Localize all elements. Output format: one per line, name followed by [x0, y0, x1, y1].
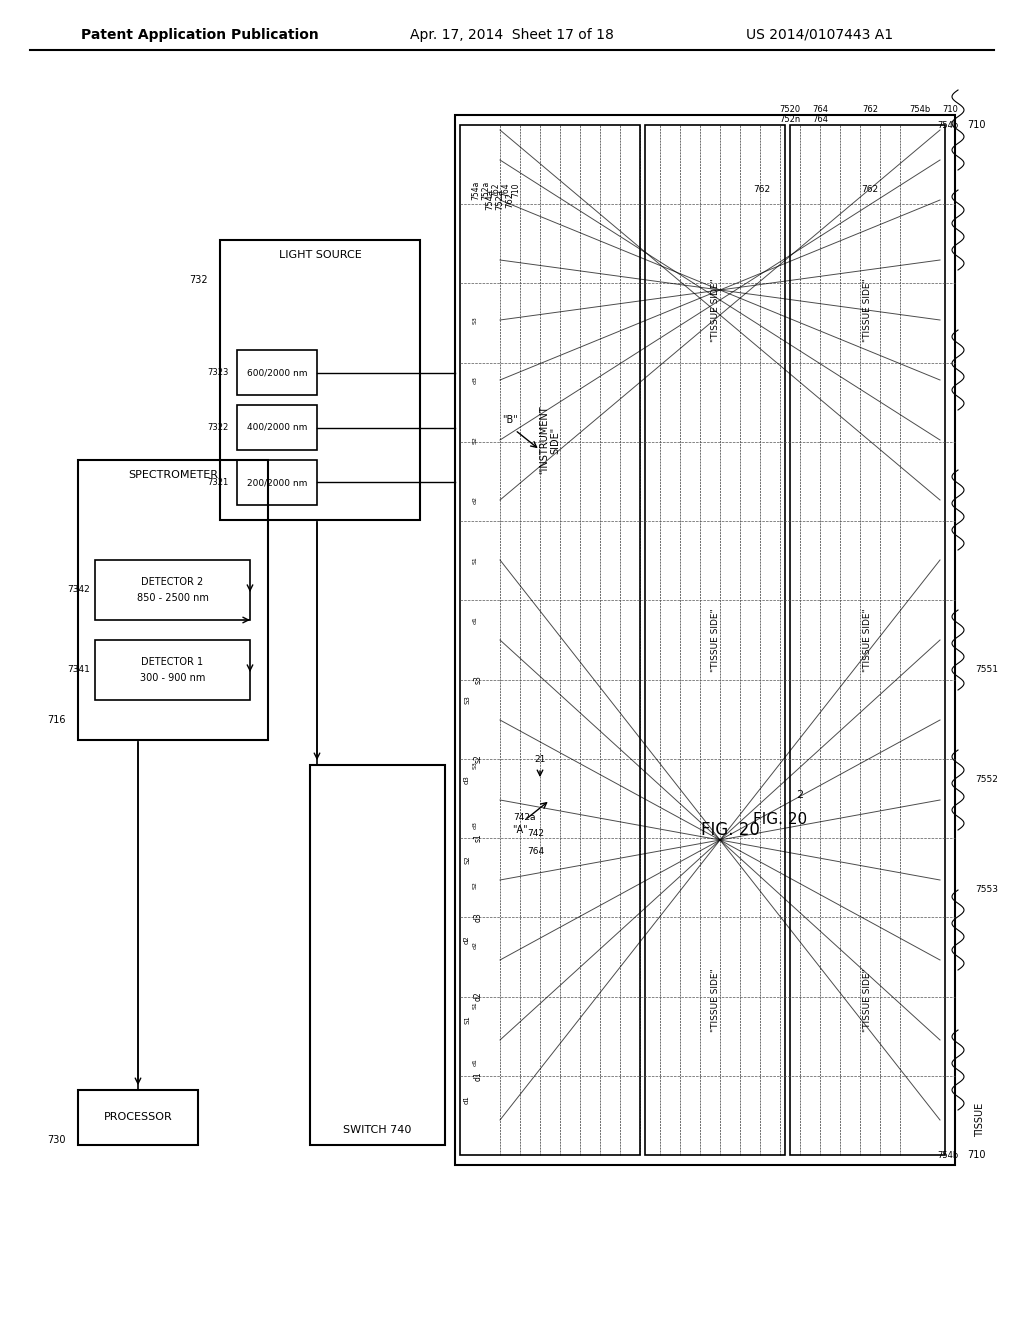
Text: d1: d1 [472, 616, 477, 624]
Text: 730: 730 [47, 1135, 66, 1144]
Text: "TISSUE SIDE": "TISSUE SIDE" [863, 609, 872, 672]
Text: 754b: 754b [909, 106, 931, 115]
Text: 7322: 7322 [208, 422, 229, 432]
Text: 752n: 752n [779, 116, 801, 124]
Text: S1: S1 [472, 556, 477, 564]
Text: d2: d2 [473, 991, 482, 1002]
Text: 764: 764 [812, 116, 828, 124]
Text: s1: s1 [473, 834, 482, 842]
Text: 762: 762 [492, 182, 501, 197]
Text: 762: 762 [506, 191, 514, 209]
Text: s2: s2 [473, 755, 482, 763]
Text: d2: d2 [472, 496, 477, 504]
Text: d1: d1 [472, 1059, 477, 1067]
Text: 732: 732 [189, 275, 208, 285]
Text: "TISSUE SIDE": "TISSUE SIDE" [711, 279, 720, 342]
Text: 752a: 752a [481, 181, 490, 199]
Text: s3: s3 [473, 675, 482, 684]
Text: d3: d3 [472, 821, 477, 829]
Text: 710: 710 [967, 120, 985, 129]
Text: 7321: 7321 [208, 478, 229, 487]
Text: Patent Application Publication: Patent Application Publication [81, 28, 318, 42]
Text: d1: d1 [473, 1071, 482, 1081]
Text: 762: 762 [861, 186, 879, 194]
Text: SPECTROMETER: SPECTROMETER [128, 470, 218, 480]
Text: PROCESSOR: PROCESSOR [103, 1113, 172, 1122]
Text: S2: S2 [472, 880, 477, 888]
Text: 754b: 754b [937, 1151, 958, 1159]
Text: US 2014/0107443 A1: US 2014/0107443 A1 [746, 28, 894, 42]
Text: LIGHT SOURCE: LIGHT SOURCE [279, 249, 361, 260]
Text: DETECTOR 1: DETECTOR 1 [141, 657, 204, 667]
Text: 7323: 7323 [208, 368, 229, 378]
Text: "TISSUE SIDE": "TISSUE SIDE" [711, 969, 720, 1032]
Text: d2: d2 [464, 936, 470, 944]
Text: 716: 716 [47, 715, 66, 725]
Text: S3: S3 [464, 696, 470, 705]
Text: "A": "A" [512, 825, 527, 836]
Text: Apr. 17, 2014  Sheet 17 of 18: Apr. 17, 2014 Sheet 17 of 18 [410, 28, 614, 42]
Text: 7553: 7553 [975, 886, 998, 895]
Text: 600/2000 nm: 600/2000 nm [247, 368, 307, 378]
Text: d3: d3 [472, 376, 477, 384]
Text: 7342: 7342 [68, 586, 90, 594]
Text: S3: S3 [472, 315, 477, 323]
Text: 2: 2 [797, 789, 804, 800]
Text: S1: S1 [464, 1015, 470, 1024]
Text: d1: d1 [464, 1096, 470, 1105]
Text: "INSTRUMENT
SIDE": "INSTRUMENT SIDE" [540, 405, 561, 474]
Text: 710: 710 [512, 182, 520, 197]
Text: 764: 764 [812, 106, 828, 115]
Text: 710: 710 [942, 106, 957, 115]
Text: S2: S2 [472, 436, 477, 444]
Text: 762: 762 [862, 106, 878, 115]
Text: SWITCH 740: SWITCH 740 [343, 1125, 412, 1135]
Text: 7341: 7341 [68, 665, 90, 675]
Text: 710: 710 [967, 1150, 985, 1160]
Text: d3: d3 [473, 912, 482, 923]
Text: 21: 21 [535, 755, 546, 764]
Text: FIG. 20: FIG. 20 [753, 813, 807, 828]
Text: "B": "B" [502, 414, 518, 425]
Text: "TISSUE SIDE": "TISSUE SIDE" [863, 969, 872, 1032]
Text: 200/2000 nm: 200/2000 nm [247, 478, 307, 487]
Text: "TISSUE SIDE": "TISSUE SIDE" [711, 609, 720, 672]
Text: 754a: 754a [485, 190, 495, 210]
Text: 754b: 754b [937, 120, 958, 129]
Text: 400/2000 nm: 400/2000 nm [247, 422, 307, 432]
Text: "TISSUE SIDE": "TISSUE SIDE" [863, 279, 872, 342]
Text: d3: d3 [464, 776, 470, 784]
Text: 7551: 7551 [975, 665, 998, 675]
Text: S3: S3 [472, 762, 477, 770]
Text: DETECTOR 2: DETECTOR 2 [141, 577, 204, 587]
Text: S1: S1 [472, 1001, 477, 1008]
Text: 742: 742 [527, 829, 544, 837]
Text: 762: 762 [754, 186, 771, 194]
Text: 754a: 754a [471, 181, 480, 199]
Text: 742a: 742a [513, 813, 536, 822]
Text: 764: 764 [527, 847, 544, 857]
Text: FIG. 20: FIG. 20 [700, 821, 760, 840]
Text: 7520: 7520 [779, 106, 801, 115]
Text: 752a: 752a [496, 190, 505, 210]
Text: d2: d2 [472, 941, 477, 949]
Text: S2: S2 [464, 855, 470, 865]
Text: 764: 764 [502, 182, 511, 197]
Text: 7552: 7552 [975, 776, 997, 784]
Text: TISSUE: TISSUE [975, 1104, 985, 1137]
Text: 300 - 900 nm: 300 - 900 nm [140, 673, 205, 682]
Text: 850 - 2500 nm: 850 - 2500 nm [136, 593, 209, 603]
